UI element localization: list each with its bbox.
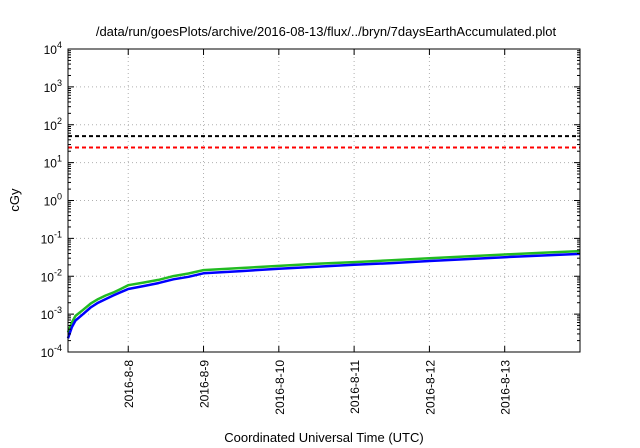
series-line bbox=[66, 249, 581, 333]
y-tick-label: 103 bbox=[44, 78, 62, 95]
y-tick-label: 10-1 bbox=[41, 229, 62, 246]
y-axis-label: cGy bbox=[7, 188, 22, 212]
x-axis: 2016-8-8 2016-8-9 2016-8-10 2016-8-11 2016-8… bbox=[122, 49, 513, 415]
y-tick-label: 10-2 bbox=[41, 267, 62, 284]
y-tick-label: 104 bbox=[44, 40, 62, 57]
x-axis-label: Coordinated Universal Time (UTC) bbox=[224, 430, 423, 445]
y-tick-label: 10-3 bbox=[41, 305, 62, 322]
x-tick-label: 2016-8-8 bbox=[122, 360, 136, 408]
y-tick-label: 102 bbox=[44, 116, 62, 133]
y-tick-label: 10-4 bbox=[41, 343, 62, 360]
reference-lines bbox=[68, 135, 580, 149]
series-layer bbox=[66, 249, 581, 339]
series-line bbox=[66, 252, 581, 339]
x-tick-label: 2016-8-9 bbox=[198, 360, 212, 408]
x-tick-label: 2016-8-12 bbox=[423, 360, 437, 415]
x-tick-label: 2016-8-11 bbox=[348, 360, 362, 414]
y-tick-label: 101 bbox=[44, 154, 62, 171]
grid bbox=[68, 49, 580, 352]
chart-title: /data/run/goesPlots/archive/2016-08-13/f… bbox=[96, 24, 557, 39]
x-tick-label: 2016-8-10 bbox=[273, 360, 287, 415]
x-tick-label: 2016-8-13 bbox=[499, 360, 513, 415]
y-axis: 10-4 10-3 10-2 10-1 100 101 102 103 104 bbox=[41, 40, 580, 360]
y-tick-label: 100 bbox=[44, 192, 62, 209]
